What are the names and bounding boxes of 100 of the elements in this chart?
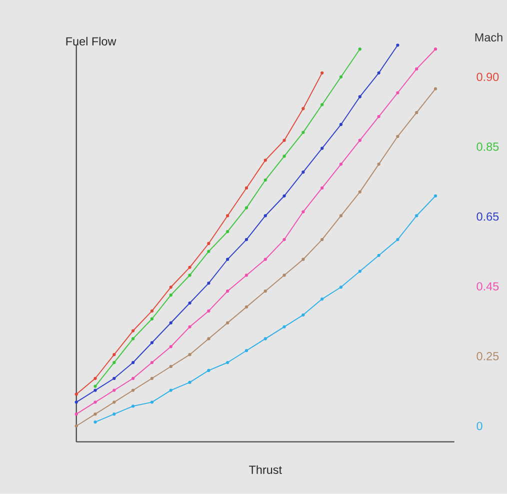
point: [264, 290, 267, 293]
point: [377, 162, 380, 166]
text: 0.45: [476, 282, 499, 291]
point: [94, 412, 97, 416]
point: [244, 238, 248, 242]
point: [74, 400, 78, 404]
point: [302, 107, 305, 110]
point: [74, 424, 78, 428]
point: [94, 388, 97, 392]
point: [74, 412, 78, 416]
point: [169, 345, 172, 348]
text: 0.65: [476, 212, 499, 221]
point: [150, 309, 154, 313]
point: [415, 67, 418, 71]
point: [264, 158, 267, 162]
point: [207, 337, 210, 340]
point: [132, 388, 135, 392]
point: [396, 91, 400, 94]
point: [320, 146, 324, 150]
point: [132, 376, 135, 380]
point: [244, 349, 248, 352]
point: [264, 178, 267, 182]
point: [150, 376, 154, 380]
point: [415, 111, 418, 114]
point: [94, 420, 97, 424]
point: [94, 400, 97, 404]
text: 0: [476, 422, 482, 430]
point: [434, 87, 438, 90]
point: [169, 321, 172, 324]
point: [264, 258, 267, 261]
point: [282, 274, 286, 277]
point: [226, 258, 230, 261]
point: [207, 250, 210, 254]
point: [188, 353, 192, 356]
point: [339, 214, 343, 218]
point: [226, 230, 230, 234]
point: [112, 400, 116, 404]
point: [302, 130, 305, 134]
point: [150, 341, 154, 344]
point: [188, 266, 192, 269]
point: [188, 274, 192, 277]
point: [150, 317, 154, 320]
point: [244, 206, 248, 210]
point: [358, 190, 362, 194]
point: [339, 75, 343, 79]
point: [112, 412, 116, 416]
point: [320, 71, 324, 75]
point: [150, 400, 154, 404]
point: [434, 194, 438, 198]
point: [169, 388, 172, 392]
point: [302, 313, 305, 317]
point: [188, 301, 192, 305]
point: [94, 384, 97, 388]
point: [320, 103, 324, 106]
point: [302, 258, 305, 261]
point: [377, 254, 380, 258]
point: [339, 122, 343, 126]
point: [244, 274, 248, 277]
point: [132, 360, 135, 364]
point: [94, 376, 97, 380]
point: [244, 305, 248, 309]
point: [207, 309, 210, 313]
point: [207, 368, 210, 372]
point: [282, 238, 286, 242]
point: [207, 282, 210, 285]
point: [207, 242, 210, 246]
point: [169, 286, 172, 289]
point: [358, 270, 362, 273]
point: [169, 294, 172, 297]
point: [112, 376, 116, 380]
point: [244, 186, 248, 190]
point: [112, 388, 116, 392]
point: [282, 325, 286, 328]
point: [320, 238, 324, 242]
text: 0.85: [476, 142, 499, 151]
point: [132, 404, 135, 408]
point: [396, 134, 400, 138]
text: 0.90: [476, 72, 499, 82]
point: [377, 115, 380, 118]
point: [302, 210, 305, 214]
point: [358, 95, 362, 98]
point: [226, 321, 230, 324]
point: [169, 364, 172, 368]
point: [358, 48, 362, 51]
point: [320, 298, 324, 301]
point: [282, 154, 286, 158]
point: [188, 380, 192, 384]
point: [150, 360, 154, 364]
point: [132, 329, 135, 332]
point: [358, 138, 362, 142]
point: [264, 214, 267, 218]
point: [339, 162, 343, 166]
legend-title: Mach: [475, 32, 502, 42]
point: [188, 325, 192, 328]
x-axis-title: Thrust: [249, 465, 282, 474]
point: [377, 71, 380, 75]
point: [282, 194, 286, 198]
point: [415, 214, 418, 218]
point: [282, 138, 286, 142]
point: [302, 170, 305, 174]
